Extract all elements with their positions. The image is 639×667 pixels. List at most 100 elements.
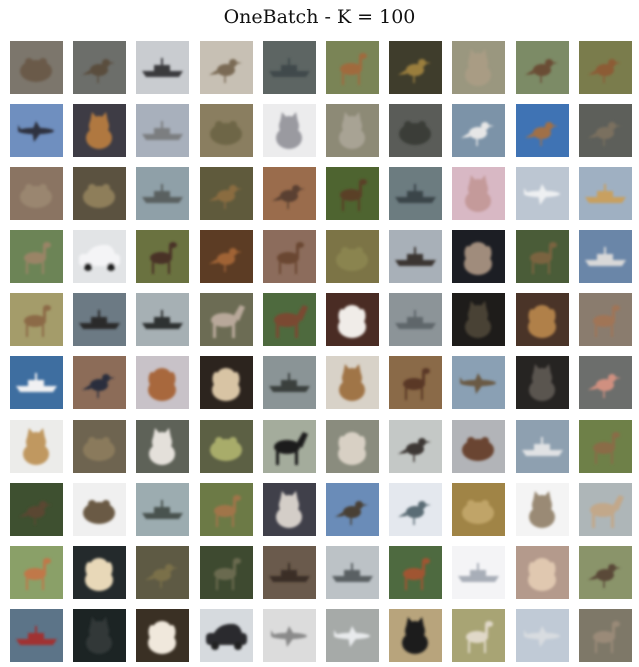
airplane-figure [18,121,54,143]
image-tile-bird [389,41,443,94]
image-tile-ship [136,482,190,536]
image-tile-deer [325,167,379,221]
deer-thumbnail [325,41,379,94]
bird-thumbnail [578,545,632,599]
dog-figure [85,557,114,591]
image-tile-bird [389,419,443,473]
image-tile-cat [262,104,316,158]
image-tile-cat [136,419,190,473]
image-tile-automobile [199,608,253,662]
bird-thumbnail [578,41,632,94]
figure-title: OneBatch - K = 100 [223,6,416,28]
bird-figure [208,59,242,83]
image-tile-frog [452,419,506,473]
image-tile-bird [136,545,190,599]
bird-figure [587,59,621,83]
deer-figure [150,242,178,275]
image-tile-ship [389,230,443,284]
frog-thumbnail [452,482,506,536]
ship-figure [268,58,310,77]
image-tile-horse [262,293,316,347]
airplane-figure [460,373,497,395]
bird-figure [461,122,495,147]
bird-figure [398,437,432,462]
deer-thumbnail [199,482,253,536]
deer-figure [592,620,620,653]
deer-thumbnail [325,167,379,221]
image-tile-airplane [452,356,506,410]
bird-figure [587,563,621,588]
cat-figure [528,364,555,402]
image-tile-deer [199,545,253,599]
ship-figure [142,121,184,141]
airplane-figure [270,625,307,647]
cat-figure [528,490,555,528]
image-tile-dog [515,545,569,599]
image-tile-ship [10,608,63,662]
image-tile-airplane [515,608,569,662]
image-tile-dog [452,230,506,284]
image-tile-ship [262,356,316,410]
bird-thumbnail [73,356,127,410]
image-tile-dog [325,419,379,473]
bird-thumbnail [515,104,569,158]
ship-figure [584,247,626,267]
ship-figure [331,562,373,582]
frog-figure [209,121,242,146]
image-tile-bird [325,482,379,536]
frog-thumbnail [199,104,253,158]
frog-figure [83,499,116,524]
cat-figure [465,301,492,339]
bird-figure [398,500,432,525]
deer-thumbnail [515,230,569,284]
image-tile-airplane [515,167,569,221]
cat-thumbnail [262,482,316,536]
image-tile-ship [325,545,379,599]
image-tile-frog [452,482,506,536]
cat-thumbnail [515,482,569,536]
ship-figure [395,184,437,204]
image-tile-ship [578,167,632,221]
dog-thumbnail [199,356,253,410]
dog-thumbnail [73,545,127,599]
image-tile-cat [389,608,443,662]
image-tile-dog [136,356,190,410]
image-tile-bird [515,104,569,158]
image-tile-ship [10,356,63,410]
image-tile-bird [389,482,443,536]
frog-figure [20,184,52,209]
frog-thumbnail [325,230,379,284]
image-tile-ship [515,419,569,473]
deer-thumbnail [10,293,63,347]
automobile-figure [205,623,247,650]
airplane-figure [333,625,370,647]
image-tile-frog [73,482,127,536]
image-tile-cat [262,482,316,536]
ship-thumbnail [389,230,443,284]
deer-thumbnail [389,356,443,410]
bird-figure [587,122,621,147]
dog-figure [148,620,177,654]
ship-thumbnail [325,545,379,599]
image-tile-bird [452,104,506,158]
bird-thumbnail [578,104,632,158]
cat-figure [465,175,492,213]
deer-thumbnail [136,230,190,284]
cat-figure [338,112,365,150]
bird-thumbnail [389,419,443,473]
deer-thumbnail [452,608,506,662]
airplane-thumbnail [262,608,316,662]
cat-thumbnail [73,104,127,158]
ship-figure [16,625,57,645]
image-tile-deer [389,356,443,410]
image-tile-dog [515,293,569,347]
image-tile-ship [136,41,190,94]
bird-figure [82,59,116,83]
image-tile-ship [73,293,127,347]
deer-figure [592,305,620,338]
bird-figure [82,374,116,399]
cat-figure [86,112,113,150]
cat-thumbnail [73,608,127,662]
cat-thumbnail [452,167,506,221]
image-tile-automobile [73,230,127,284]
